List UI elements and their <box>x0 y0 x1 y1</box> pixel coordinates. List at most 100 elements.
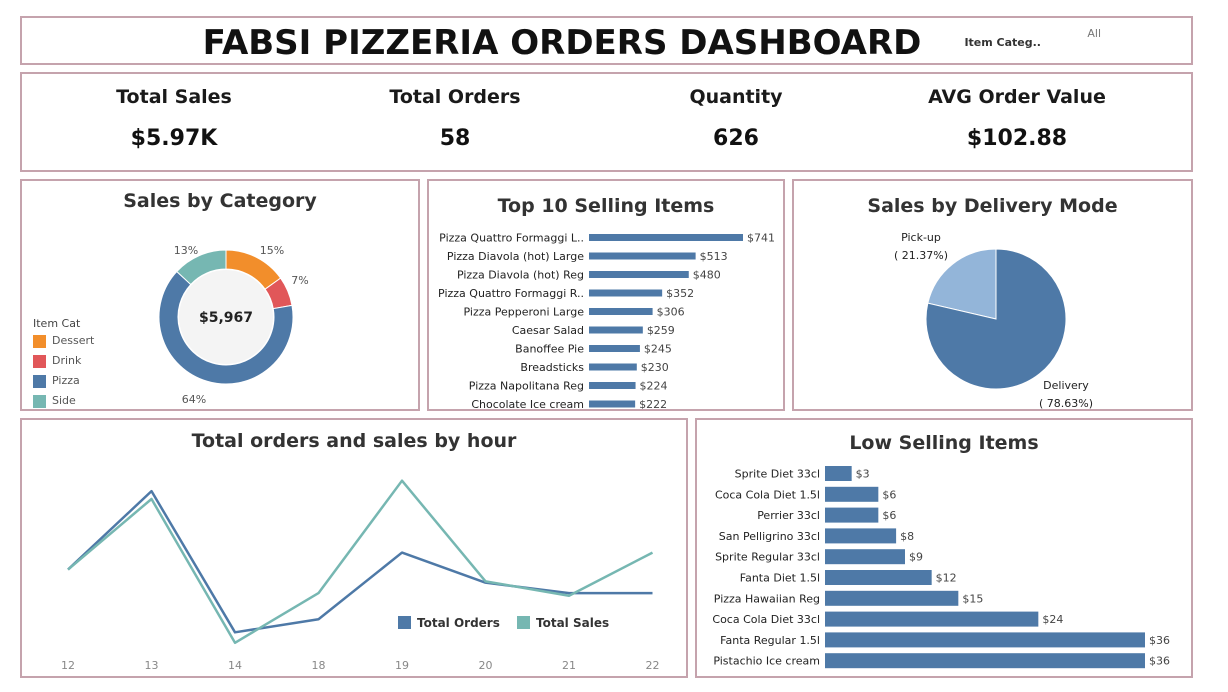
kpi-label: Total Sales <box>116 86 232 108</box>
bar <box>825 570 932 585</box>
donut-slice-label: 15% <box>260 244 284 257</box>
bar-value-label: $9 <box>909 551 923 564</box>
bar <box>825 632 1145 648</box>
pie-percent-label: ( 21.37%) <box>894 249 948 262</box>
kpi-label: Quantity <box>689 86 783 108</box>
low-selling-bar-chart: Sprite Diet 33cl $3 Coca Cola Diet 1.5l $6 P… <box>712 466 1170 669</box>
legend-label: Total Orders <box>417 616 500 630</box>
bar-value-label: $224 <box>640 380 668 393</box>
pie-label: Delivery <box>1043 379 1089 392</box>
legend-item-side[interactable]: Side <box>33 394 76 408</box>
top-10-selling-items-panel: Top 10 Selling Items Pizza Quattro Forma… <box>427 179 785 411</box>
x-tick-label: 18 <box>312 659 326 672</box>
legend-label: Pizza <box>52 374 80 387</box>
pie-slice-delivery <box>925 248 1067 390</box>
legend-swatch <box>33 334 46 348</box>
legend-label: Side <box>52 394 76 407</box>
bar-category-label: Sprite Regular 33cl <box>715 551 820 564</box>
kpi-value: $102.88 <box>966 126 1068 151</box>
legend-swatch <box>398 616 411 629</box>
bar-value-label: $6 <box>882 488 896 501</box>
bar-value-label: $259 <box>647 324 675 337</box>
legend-item-dessert[interactable]: Dessert <box>33 334 94 348</box>
kpi-total-orders: Total Orders 58 <box>315 86 595 151</box>
legend-item-pizza[interactable]: Pizza <box>33 374 80 388</box>
bar-value-label: $245 <box>644 343 672 356</box>
kpi-quantity: Quantity 626 <box>596 86 876 151</box>
bar-value-label: $513 <box>700 250 728 263</box>
kpi-total-sales: Total Sales $5.97K <box>34 86 314 151</box>
hourly-line-chart: 12 13 14 18 19 20 21 22 Total Orders Total Sales <box>61 479 660 672</box>
legend-swatch <box>517 616 530 629</box>
chart-title: Low Selling Items <box>849 432 1039 454</box>
donut-slice-label: 13% <box>174 244 198 257</box>
bar-value-label: $24 <box>1042 613 1063 626</box>
bar-value-label: $15 <box>962 592 983 605</box>
chart-title: Top 10 Selling Items <box>497 195 715 217</box>
sales-by-delivery-mode-panel: Sales by Delivery Mode Pick-up ( 21.37%) D… <box>792 179 1193 411</box>
legend-label: Drink <box>52 354 82 367</box>
chart-title: Sales by Delivery Mode <box>867 195 1118 217</box>
pie-slice-pick-up <box>927 248 997 320</box>
kpi-avg-order-value: AVG Order Value $102.88 <box>877 86 1157 151</box>
kpi-value: $5.97K <box>130 126 218 151</box>
item-category-filter-value[interactable]: All <box>1087 27 1101 40</box>
bar <box>825 549 905 565</box>
donut-slice-label: 7% <box>291 274 308 287</box>
x-tick-label: 13 <box>145 659 159 672</box>
bar <box>825 507 879 523</box>
x-tick-label: 12 <box>61 659 75 672</box>
kpi-panel: Total Sales $5.97K Total Orders 58 Quant… <box>20 72 1193 172</box>
bar-category-label: Fanta Regular 1.5l <box>720 634 820 647</box>
legend-title: Item Cat <box>33 317 81 330</box>
bar-value-label: $8 <box>900 530 914 543</box>
bar-value-label: $230 <box>641 361 669 374</box>
bar-category-label: San Pelligrino 33cl <box>719 530 820 543</box>
bar-value-label: $36 <box>1149 634 1170 647</box>
donut-center-label: $5,967 <box>199 310 253 326</box>
bar-category-label: Pistachio Ice cream <box>713 655 820 668</box>
chart-title: Total orders and sales by hour <box>191 430 517 452</box>
bar-value-label: $480 <box>693 269 721 282</box>
bar-category-label: Chocolate Ice cream <box>471 398 584 409</box>
bar <box>825 528 897 544</box>
bar <box>589 271 689 278</box>
bar <box>589 382 636 389</box>
kpi-value: 626 <box>713 126 759 151</box>
x-tick-label: 21 <box>562 659 576 672</box>
bar-value-label: $352 <box>666 287 694 300</box>
pie-percent-label: ( 78.63%) <box>1039 397 1093 409</box>
kpi-label: Total Orders <box>389 86 521 108</box>
title-panel: FABSI PIZZERIA ORDERS DASHBOARD Item Cat… <box>20 16 1193 65</box>
bar <box>589 400 636 408</box>
line-series-total-sales <box>67 479 654 645</box>
donut-center <box>179 270 273 364</box>
bar <box>589 234 743 241</box>
bar-value-label: $12 <box>936 572 957 585</box>
donut-chart: 15% 7% 64% 13% $5,967 <box>158 244 309 406</box>
bar-category-label: Perrier 33cl <box>757 509 820 522</box>
delivery-pie-chart: Pick-up ( 21.37%) Delivery ( 78.63%) <box>894 231 1093 409</box>
item-category-filter-label[interactable]: Item Categ.. <box>964 36 1041 49</box>
bar-value-label: $3 <box>856 468 870 481</box>
x-tick-label: 22 <box>646 659 660 672</box>
donut-slice-label: 64% <box>182 393 206 406</box>
legend-label: Total Sales <box>536 616 609 630</box>
pie-label: Pick-up <box>901 231 941 244</box>
x-tick-label: 19 <box>395 659 409 672</box>
line-series-total-orders <box>67 489 653 634</box>
legend-item-drink[interactable]: Drink <box>33 354 81 368</box>
bar-category-label: Pizza Hawaiian Reg <box>714 592 820 605</box>
bar-category-label: Caesar Salad <box>512 324 584 337</box>
x-tick-label: 14 <box>228 659 242 672</box>
legend-label: Dessert <box>52 334 95 347</box>
bar-category-label: Sprite Diet 33cl <box>735 468 820 481</box>
bar <box>589 308 653 315</box>
bar <box>589 289 663 297</box>
x-tick-label: 20 <box>479 659 493 672</box>
bar-category-label: Pizza Pepperoni Large <box>464 306 585 319</box>
bar-category-label: Coca Cola Diet 1.5l <box>715 488 820 501</box>
legend-swatch <box>33 354 46 368</box>
legend-swatch <box>33 394 46 408</box>
dashboard-title: FABSI PIZZERIA ORDERS DASHBOARD <box>202 23 922 63</box>
